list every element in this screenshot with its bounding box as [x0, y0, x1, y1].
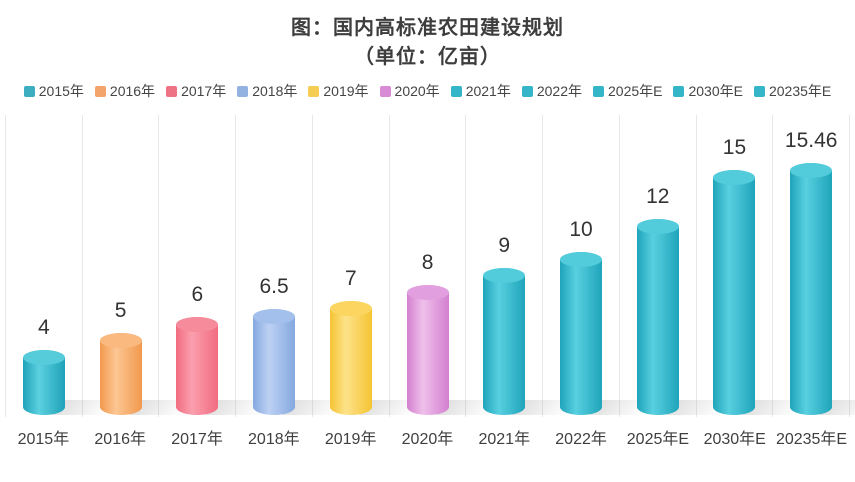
bar-top-cap — [329, 301, 372, 316]
bar-top-cap — [253, 309, 296, 324]
bar[interactable] — [176, 317, 219, 415]
chart-title-line2: （单位：亿亩） — [354, 46, 501, 68]
bar-value-label: 15 — [722, 136, 747, 159]
bar-column: 6.5 — [235, 115, 358, 417]
bar-top-cap — [99, 333, 142, 348]
legend-label: 2015年 — [38, 83, 84, 99]
bar-value-label: 9 — [498, 234, 511, 257]
bar-value-label: 12 — [646, 185, 670, 208]
legend-swatch-icon — [593, 85, 604, 97]
bar-value-label: 6.5 — [259, 275, 289, 298]
legend-label: 2025年E — [608, 83, 663, 99]
bar[interactable] — [636, 219, 679, 415]
legend-item[interactable]: 2022年 — [521, 81, 582, 101]
bar-column: 10 — [542, 115, 665, 417]
bar-column: 15.46 — [772, 115, 855, 417]
legend-swatch-icon — [379, 85, 391, 97]
bar[interactable] — [99, 333, 142, 415]
legend-swatch-icon — [166, 85, 178, 97]
chart-title-line1: 图：国内高标准农田建设规划 — [291, 17, 564, 39]
chart-title: 图：国内高标准农田建设规划 （单位：亿亩） — [0, 0, 855, 72]
x-axis-tick-label: 2025年E — [626, 431, 690, 448]
legend-item[interactable]: 2021年 — [450, 81, 511, 101]
plot-area: 4 5 6 6.5 7 8 9 10 12 15 15.46 — [5, 115, 855, 417]
bar-value-label: 8 — [421, 251, 434, 274]
legend-item[interactable]: 2025年E — [593, 81, 662, 101]
bar-top-cap — [560, 252, 602, 267]
x-axis-tick-label: 2030年E — [703, 431, 766, 448]
bar[interactable] — [329, 301, 372, 415]
x-axis-tick-label: 2018年 — [248, 431, 300, 448]
x-axis-tick-label: 2017年 — [171, 431, 223, 448]
legend: 2015年 2016年 2017年 2018年 2019年 2020年 2021年 2022年… — [0, 81, 855, 101]
bar[interactable] — [253, 309, 296, 415]
legend-label: 2021年 — [465, 83, 511, 99]
x-axis-tick-label: 2020年 — [401, 431, 454, 448]
bar-value-label: 10 — [569, 218, 593, 241]
bar-column: 12 — [618, 115, 742, 417]
legend-swatch-icon — [521, 85, 533, 97]
legend-item[interactable]: 2018年 — [237, 81, 297, 101]
bar-column: 6 — [158, 115, 281, 417]
bar-value-label: 6 — [191, 283, 204, 306]
legend-swatch-icon — [673, 85, 685, 97]
bar-column: 15 — [695, 115, 818, 417]
bar[interactable] — [560, 252, 602, 415]
x-axis-labels: 2015年 2016年 2017年 2018年 2019年 2020年 2021年 2022年… — [5, 425, 850, 449]
legend-item[interactable]: 20235年E — [753, 81, 832, 101]
legend-swatch-icon — [450, 85, 462, 97]
bar-top-cap — [790, 163, 833, 178]
legend-label: 2019年 — [323, 83, 369, 99]
bar-value-label: 5 — [114, 299, 127, 322]
bar-top-cap — [713, 170, 756, 185]
bar[interactable] — [790, 163, 833, 415]
legend-item[interactable]: 2020年 — [379, 81, 440, 101]
legend-swatch-icon — [753, 85, 765, 97]
bar-value-label: 7 — [344, 267, 357, 290]
bar-top-cap — [406, 285, 449, 300]
legend-label: 2016年 — [109, 83, 156, 99]
bar-top-cap — [483, 268, 526, 283]
legend-label: 2017年 — [181, 83, 227, 99]
legend-swatch-icon — [237, 85, 249, 97]
legend-label: 2022年 — [536, 83, 582, 99]
bar-column: 4 — [5, 115, 128, 417]
bar[interactable] — [713, 170, 756, 415]
x-axis-tick-label: 2021年 — [478, 431, 531, 448]
legend-item[interactable]: 2015年 — [23, 81, 84, 101]
bar-column: 5 — [81, 115, 205, 417]
x-axis-tick-label: 2015年 — [17, 431, 70, 448]
legend-item[interactable]: 2019年 — [308, 81, 369, 101]
bar[interactable] — [22, 350, 65, 415]
x-axis-tick-label: 20235年E — [775, 431, 848, 448]
legend-swatch-icon — [94, 85, 106, 97]
bar[interactable] — [406, 285, 449, 415]
bar-value-label: 15.46 — [784, 129, 838, 152]
legend-label: 2030年E — [688, 83, 743, 99]
x-axis-tick-label: 2016年 — [94, 431, 147, 448]
legend-swatch-icon — [308, 85, 320, 97]
bar-top-cap — [22, 350, 65, 365]
x-axis-tick-label: 2019年 — [324, 431, 377, 448]
bar-top-cap — [636, 219, 679, 234]
bar-column: 9 — [465, 115, 588, 417]
legend-label: 2020年 — [394, 83, 440, 99]
legend-swatch-icon — [23, 85, 35, 97]
bar-column: 7 — [311, 115, 435, 417]
legend-item[interactable]: 2030年E — [673, 81, 743, 101]
legend-label: 20235年E — [768, 83, 832, 99]
bar-column: 8 — [388, 115, 512, 417]
legend-item[interactable]: 2017年 — [166, 81, 226, 101]
legend-label: 2018年 — [252, 83, 298, 99]
legend-item[interactable]: 2016年 — [94, 81, 156, 101]
bar[interactable] — [483, 268, 526, 415]
bar-top-cap — [176, 317, 219, 332]
x-axis-tick-label: 2022年 — [555, 431, 607, 448]
bar-value-label: 4 — [38, 316, 50, 339]
